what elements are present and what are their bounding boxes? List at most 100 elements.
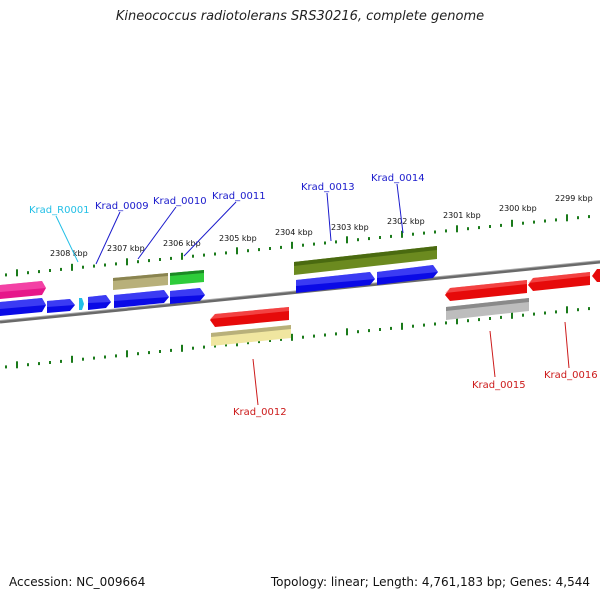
scale-major-tick [71, 355, 73, 363]
feature-olive-0013[interactable] [294, 253, 374, 275]
scale-minor-tick [27, 271, 29, 275]
scale-major-tick [566, 306, 568, 314]
gene-reverse-0012[interactable] [210, 307, 289, 327]
gene-forward-0011[interactable] [170, 288, 205, 304]
gene-features[interactable] [0, 246, 600, 346]
scale-tick-label: 2302 kbp [387, 217, 425, 226]
scale-minor-tick [357, 238, 359, 242]
scale-minor-tick [192, 254, 194, 258]
scale-major-tick [291, 241, 293, 249]
scale-minor-tick [159, 350, 161, 353]
scale-tick-label: 2304 kbp [275, 228, 313, 237]
scale-minor-tick [489, 317, 491, 320]
gene-forward-0010[interactable] [114, 290, 169, 308]
scale-minor-tick [368, 237, 370, 241]
scale-minor-tick [258, 340, 260, 344]
feature-khaki-0010[interactable] [113, 273, 168, 290]
scale-minor-tick [379, 236, 381, 239]
scale-minor-tick [38, 362, 40, 366]
gene-forward-0009a[interactable] [47, 299, 75, 313]
scale-minor-tick [577, 308, 579, 312]
scale-major-tick [401, 230, 403, 238]
scale-minor-tick [324, 333, 326, 337]
scale-minor-tick [148, 351, 150, 355]
genome-summary-text: Topology: linear; Length: 4,761,183 bp; … [270, 575, 590, 589]
feature-green-0011[interactable] [170, 270, 204, 285]
accession-text: Accession: NC_009664 [9, 575, 146, 589]
scale-minor-tick [27, 363, 29, 367]
scale-minor-tick [434, 322, 436, 326]
scale-major-tick [291, 333, 293, 341]
feature-olive-0014[interactable] [374, 246, 437, 266]
scale-minor-tick [115, 354, 117, 358]
scale-major-tick [126, 350, 128, 358]
scale-minor-tick [302, 335, 304, 339]
scale-minor-tick [357, 330, 359, 334]
scale-minor-tick [60, 267, 62, 271]
scale-minor-tick [522, 313, 524, 317]
scale-minor-tick [137, 352, 139, 356]
gene-label: Krad_0016 [544, 370, 598, 381]
scale-tick-label: 2308 kbp [50, 249, 88, 258]
gene-pink[interactable] [0, 281, 46, 299]
scale-minor-tick [423, 323, 425, 327]
gene-labels: Krad_R0001 Krad_0009 Krad_0010 Krad_0011… [29, 173, 598, 418]
gene-reverse-0017[interactable] [592, 269, 600, 282]
scale-minor-tick [412, 232, 414, 236]
scale-minor-tick [82, 265, 84, 269]
scale-minor-tick [38, 270, 40, 274]
scale-minor-tick [335, 240, 337, 244]
scale-minor-tick [544, 311, 546, 315]
gene-reverse-0016[interactable] [528, 272, 590, 291]
scale-minor-tick [500, 223, 502, 227]
scale-minor-tick [489, 225, 491, 228]
scale-minor-tick [137, 260, 139, 264]
scale-minor-tick [269, 339, 271, 342]
scale-minor-tick [170, 256, 172, 260]
scale-minor-tick [555, 218, 557, 222]
gene-rna-R0001[interactable] [79, 298, 84, 310]
gene-label: Krad_0010 [153, 196, 207, 207]
scale-major-tick [401, 322, 403, 330]
scale-minor-tick [379, 328, 381, 331]
gene-label: Krad_R0001 [29, 205, 90, 216]
scale-minor-tick [5, 273, 7, 277]
scale-major-tick [16, 269, 18, 277]
scale-minor-tick [555, 310, 557, 314]
scale-minor-tick [170, 348, 172, 352]
gene-reverse-0015[interactable] [445, 280, 527, 301]
scale-minor-tick [159, 258, 161, 261]
scale-minor-tick [93, 356, 95, 360]
scale-tick-label: 2301 kbp [443, 211, 481, 220]
scale-minor-tick [214, 252, 216, 256]
scale-tick-labels: 2308 kbp 2307 kbp 2306 kbp 2305 kbp 2304 kbp… [50, 194, 593, 258]
scale-minor-tick [467, 227, 469, 231]
scale-tick-label: 2305 kbp [219, 234, 257, 243]
gene-forward-0009[interactable] [88, 295, 111, 310]
scale-minor-tick [203, 253, 205, 257]
scale-minor-tick [434, 230, 436, 234]
gene-forward-0013[interactable] [296, 272, 375, 293]
scale-major-tick [71, 263, 73, 271]
scale-minor-tick [247, 249, 249, 253]
scale-tick-label: 2299 kbp [555, 194, 593, 203]
scale-major-tick [456, 225, 458, 233]
gene-forward-0014[interactable] [377, 265, 438, 285]
scale-minor-tick [49, 361, 51, 364]
scale-minor-tick [478, 318, 480, 322]
scale-minor-tick [544, 219, 546, 223]
gene-forward-0008[interactable] [0, 298, 46, 316]
scale-minor-tick [214, 344, 216, 348]
scale-minor-tick [313, 242, 315, 246]
scale-minor-tick [247, 341, 249, 345]
scale-minor-tick [225, 343, 227, 347]
scale-minor-tick [280, 337, 282, 341]
scale-major-tick [16, 361, 18, 369]
gene-label: Krad_0011 [212, 191, 266, 202]
scale-minor-tick [467, 319, 469, 323]
feature-paleyellow-0012[interactable] [211, 325, 291, 346]
scale-major-tick [126, 258, 128, 266]
feature-grey-0015[interactable] [446, 298, 529, 320]
scale-major-tick [566, 214, 568, 222]
